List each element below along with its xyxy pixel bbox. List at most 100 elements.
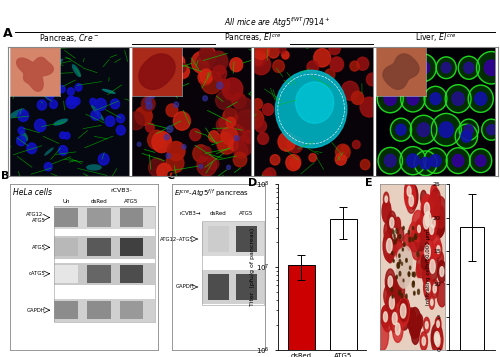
Circle shape [386,51,416,84]
Bar [202,271,264,303]
Text: ATG12–
ATG5: ATG12– ATG5 [26,212,46,223]
Circle shape [414,236,416,239]
Circle shape [384,312,388,322]
Circle shape [398,299,410,330]
Circle shape [142,96,155,111]
Circle shape [378,147,402,174]
Circle shape [406,258,407,262]
Circle shape [228,140,238,150]
Circle shape [464,62,474,73]
Circle shape [404,233,411,252]
Circle shape [408,185,418,209]
Circle shape [425,245,430,259]
Circle shape [464,125,473,135]
Circle shape [138,142,141,146]
Circle shape [438,261,446,283]
Circle shape [416,264,422,278]
Text: C: C [166,171,174,181]
Circle shape [396,323,400,335]
Text: B: B [1,171,10,181]
Circle shape [171,55,185,70]
Circle shape [400,86,425,112]
Circle shape [152,131,172,152]
Circle shape [253,42,270,59]
Circle shape [434,329,440,345]
Circle shape [404,180,413,202]
Circle shape [385,196,388,202]
Circle shape [474,92,486,105]
Circle shape [410,115,437,144]
Circle shape [18,110,28,121]
Circle shape [431,185,438,201]
Circle shape [396,228,398,233]
Text: Pancreas, $\it{El}^{\it{cre}}$: Pancreas, $\it{El}^{\it{cre}}$ [224,31,281,44]
Circle shape [307,61,318,73]
Circle shape [397,295,409,327]
Circle shape [282,51,289,59]
Text: E: E [366,178,373,188]
Circle shape [435,241,442,258]
Circle shape [393,260,394,262]
Circle shape [150,67,163,80]
Circle shape [256,51,264,60]
Circle shape [422,202,434,236]
Circle shape [429,296,434,309]
Circle shape [431,279,438,298]
Circle shape [424,240,436,270]
Circle shape [234,136,239,141]
Circle shape [418,61,430,74]
Circle shape [452,155,464,167]
Circle shape [417,314,422,329]
Circle shape [430,155,441,167]
Circle shape [436,57,456,79]
Circle shape [67,96,74,104]
Circle shape [434,197,446,228]
Circle shape [382,304,393,332]
Circle shape [403,279,404,282]
Circle shape [258,133,268,144]
Circle shape [161,69,182,92]
Circle shape [424,276,433,299]
Circle shape [392,316,403,342]
Circle shape [430,93,441,105]
Circle shape [356,57,368,70]
Circle shape [468,85,493,112]
Circle shape [386,269,396,294]
Text: Liver, $\it{El}^{\it{cre}}$: Liver, $\it{El}^{\it{cre}}$ [415,31,456,44]
Circle shape [409,195,414,206]
Bar [120,265,144,283]
Circle shape [203,96,207,101]
Circle shape [384,92,396,105]
Circle shape [399,260,400,263]
Text: D: D [248,178,257,188]
Text: ATG5: ATG5 [239,211,254,216]
Circle shape [408,230,410,235]
Text: GAPDH: GAPDH [27,308,46,313]
Ellipse shape [90,104,104,121]
Circle shape [424,214,429,229]
Y-axis label: Infiltrating cells/50,000 µm²: Infiltrating cells/50,000 µm² [426,229,432,306]
Circle shape [435,317,441,331]
Circle shape [336,144,350,160]
Bar [87,265,111,283]
Circle shape [309,154,316,162]
Bar [236,274,256,300]
Circle shape [360,160,370,170]
Circle shape [428,192,440,222]
Circle shape [252,54,263,65]
Circle shape [414,151,437,176]
Circle shape [232,93,246,109]
Circle shape [166,154,184,173]
Bar [54,206,156,229]
Circle shape [217,133,236,154]
Text: ATG12–ATG5: ATG12–ATG5 [160,237,194,242]
Circle shape [420,190,426,205]
Ellipse shape [8,108,24,119]
Circle shape [433,285,436,293]
Circle shape [216,82,223,89]
Circle shape [394,234,395,238]
Circle shape [407,308,416,331]
Circle shape [390,305,400,332]
Circle shape [192,51,212,73]
Ellipse shape [32,84,40,89]
